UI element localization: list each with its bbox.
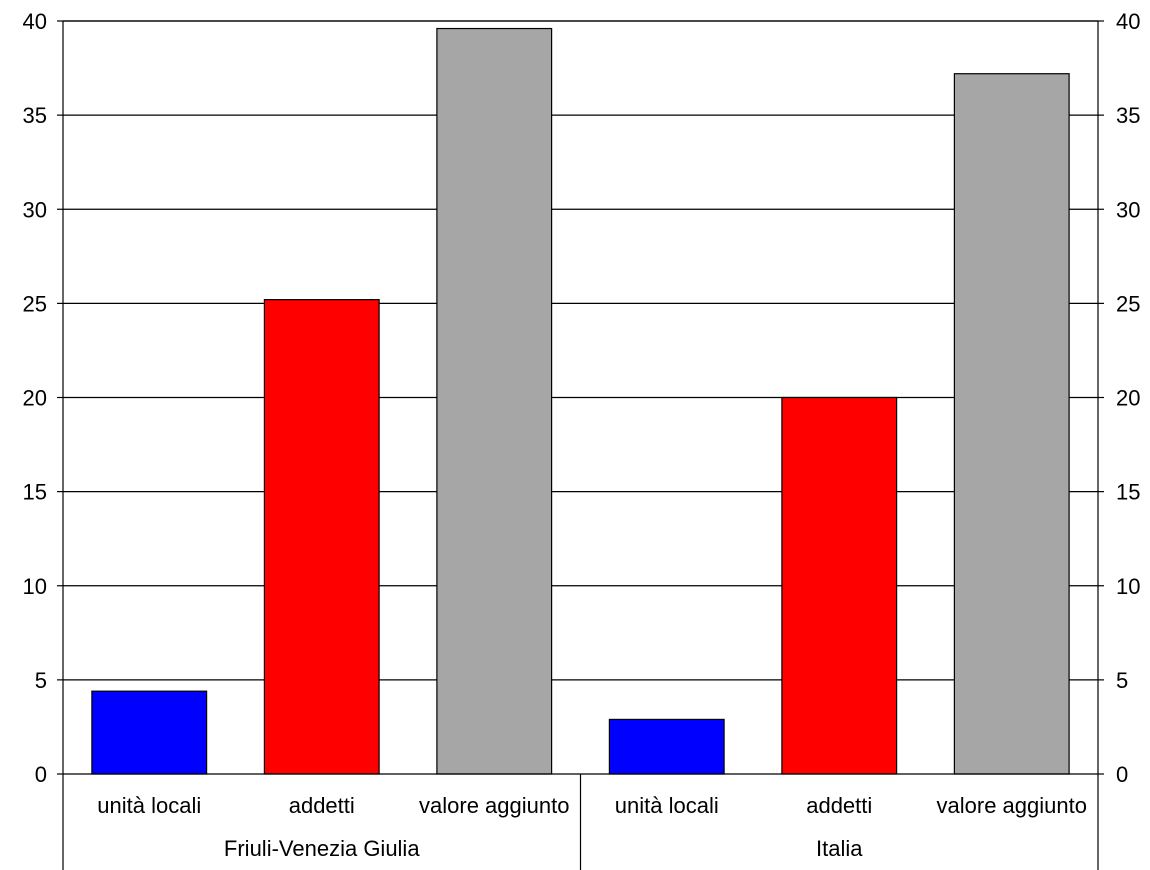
bar [263, 299, 380, 775]
y-tick-label-right: 40 [1116, 9, 1140, 34]
y-tick-label-right: 30 [1116, 197, 1140, 222]
y-tick-label-right: 25 [1116, 291, 1140, 316]
x-category-label: addetti [289, 793, 355, 818]
bar [953, 73, 1070, 775]
x-group-label: Italia [816, 836, 863, 861]
bar [436, 27, 553, 775]
axes [57, 20, 1104, 870]
y-tick-label-right: 35 [1116, 103, 1140, 128]
y-tick-label-right: 15 [1116, 480, 1140, 505]
y-tick-label-left: 25 [23, 291, 47, 316]
bar [608, 718, 725, 775]
x-category-label: valore aggiunto [937, 793, 1087, 818]
x-group-label: Friuli-Venezia Giulia [224, 836, 420, 861]
gridlines [63, 20, 1098, 681]
bar [91, 690, 208, 775]
y-tick-label-left: 0 [35, 762, 47, 787]
x-category-label: valore aggiunto [419, 793, 569, 818]
bar [781, 396, 898, 775]
y-tick-label-right: 20 [1116, 386, 1140, 411]
y-tick-label-left: 35 [23, 103, 47, 128]
y-tick-label-left: 30 [23, 197, 47, 222]
y-tick-label-left: 10 [23, 574, 47, 599]
x-category-label: unità locali [615, 793, 719, 818]
y-tick-label-right: 5 [1116, 668, 1128, 693]
y-tick-label-left: 15 [23, 480, 47, 505]
y-tick-label-left: 20 [23, 386, 47, 411]
bars [91, 27, 1070, 775]
y-tick-label-left: 5 [35, 668, 47, 693]
y-tick-label-right: 0 [1116, 762, 1128, 787]
labels: 0 0 5 5 10 10 15 15 20 20 25 25 30 30 35 35 40 40 unità lo… [23, 9, 1141, 861]
x-category-label: addetti [806, 793, 872, 818]
x-category-label: unità locali [97, 793, 201, 818]
y-tick-label-left: 40 [23, 9, 47, 34]
y-tick-label-right: 10 [1116, 574, 1140, 599]
